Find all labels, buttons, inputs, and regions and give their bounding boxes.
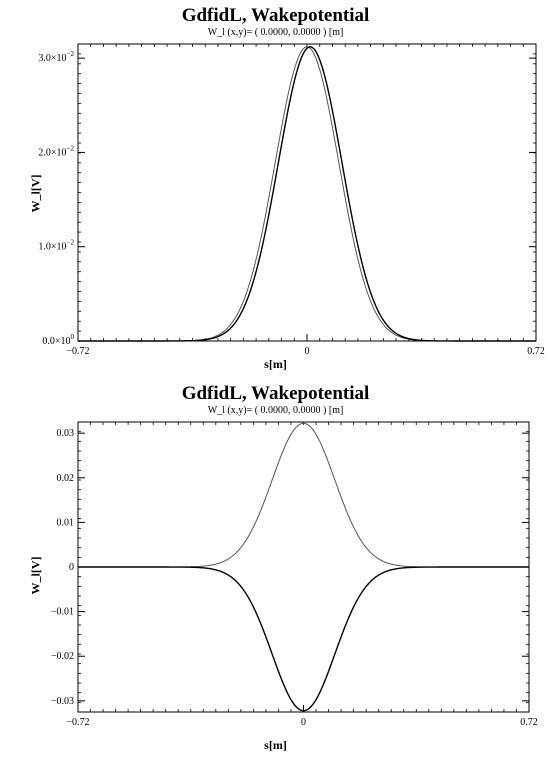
y-tick-label: 0.02: [57, 473, 75, 484]
x-tick-label: 0.72: [520, 717, 538, 728]
chart-panel-top: GdfidL, Wakepotential W_l (x,y)= ( 0.000…: [0, 0, 551, 378]
y-tick-label: −0.02: [51, 651, 74, 662]
x-tick-label: 0: [305, 346, 310, 357]
y-tick-label: 0.0×100: [42, 333, 74, 347]
y-tick-label: 2.0×10−2: [38, 144, 74, 158]
series-line-0: [78, 422, 529, 568]
x-tick-label: −0.72: [66, 346, 89, 357]
y-tick-label: 0: [69, 562, 74, 573]
y-tick-label: −0.01: [51, 607, 74, 618]
chart-subtitle: W_l (x,y)= ( 0.0000, 0.0000 ) [m]: [207, 27, 344, 38]
plot-frame: [77, 43, 537, 342]
chart-subtitle: W_l (x,y)= ( 0.0000, 0.0000 ) [m]: [207, 405, 344, 416]
series-line-0: [78, 46, 536, 342]
x-axis-label: s[m]: [264, 738, 287, 752]
chart-plot-area: −0.72 0 0.72 0.03 0.02 0.01 0 −0.01 −0.02 −0.03: [51, 421, 538, 728]
chart-title: GdfidL, Wakepotential: [181, 383, 370, 404]
chart-title: GdfidL, Wakepotential: [181, 5, 370, 26]
x-axis-label: s[m]: [264, 357, 287, 371]
x-tick-label: 0: [301, 717, 306, 728]
series-line-1: [78, 46, 536, 342]
x-tick-label: −0.72: [66, 717, 89, 728]
y-tick-label: −0.03: [51, 696, 74, 707]
series-line-1: [78, 566, 529, 712]
x-tick-label: 0.72: [527, 346, 545, 357]
chart-panel-bottom: GdfidL, Wakepotential W_l (x,y)= ( 0.000…: [0, 380, 551, 759]
chart-plot-area: −0.72 0 0.72 0.0×100 1.0×10−2 2.0×10−2 3.0×10−…: [38, 43, 545, 357]
y-tick-label: 0.03: [57, 428, 75, 439]
y-tick-label: 0.01: [57, 517, 75, 528]
y-tick-label: 3.0×10−2: [38, 50, 74, 64]
y-tick-label: 1.0×10−2: [38, 239, 74, 253]
